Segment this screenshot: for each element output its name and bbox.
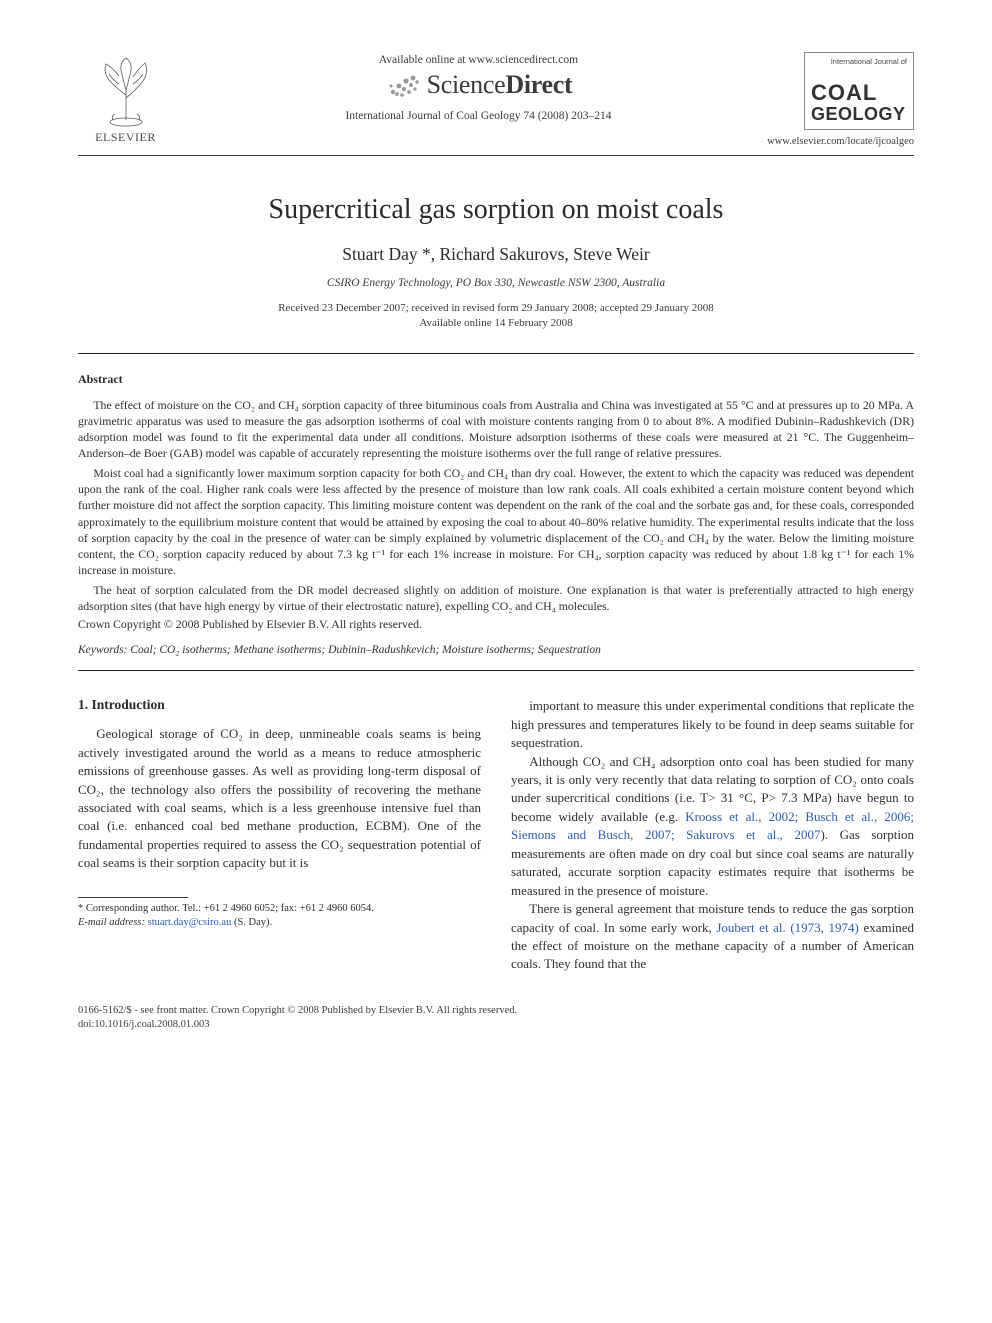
history-online: Available online 14 February 2008 (419, 317, 572, 329)
footnote-email-name: (S. Day). (234, 917, 272, 928)
sciencedirect-wordmark: ScienceDirect (427, 70, 573, 100)
footnote-rule (78, 897, 188, 898)
intro-p1-left: Geological storage of CO₂ in deep, unmin… (78, 725, 481, 873)
section-1-heading: 1. Introduction (78, 697, 481, 713)
sciencedirect-logo: ScienceDirect (385, 70, 573, 100)
publisher-name: ELSEVIER (95, 130, 156, 145)
history-received: Received 23 December 2007; received in r… (278, 302, 714, 314)
abstract-p2: Moist coal had a significantly lower max… (78, 465, 914, 579)
page-footer: 0166-5162/$ - see front matter. Crown Co… (78, 1004, 914, 1032)
article-history: Received 23 December 2007; received in r… (78, 301, 914, 331)
journal-reference: International Journal of Coal Geology 74… (345, 110, 611, 122)
footer-doi: doi:10.1016/j.coal.2008.01.003 (78, 1018, 914, 1032)
abstract-bottom-rule (78, 670, 914, 671)
header-rule (78, 155, 914, 156)
keywords-text: Coal; CO₂ isotherms; Methane isotherms; … (130, 644, 601, 656)
footnote-email-label: E-mail address: (78, 917, 145, 928)
intro-p3: There is general agreement that moisture… (511, 900, 914, 974)
intro-p1-right: important to measure this under experime… (511, 697, 914, 752)
sd-burst-icon (385, 70, 421, 100)
intro-p2: Although CO₂ and CH₄ adsorption onto coa… (511, 753, 914, 901)
keywords-line: Keywords: Coal; CO₂ isotherms; Methane i… (78, 644, 914, 656)
keywords-label: Keywords: (78, 644, 127, 656)
abstract-top-rule (78, 353, 914, 354)
right-column: important to measure this under experime… (511, 697, 914, 974)
footnote-corr: * Corresponding author. Tel.: +61 2 4960… (78, 902, 481, 916)
journal-cover-geology: GEOLOGY (811, 104, 907, 125)
affiliation: CSIRO Energy Technology, PO Box 330, New… (78, 277, 914, 289)
abstract-p1: The effect of moisture on the CO₂ and CH… (78, 397, 914, 462)
authors-line: Stuart Day *, Richard Sakurovs, Steve We… (78, 244, 914, 265)
journal-cover-intl: International Journal of (811, 57, 907, 66)
elsevier-tree-icon (91, 50, 161, 128)
journal-locate-url: www.elsevier.com/locate/ijcoalgeo (767, 136, 914, 147)
abstract-p3: The heat of sorption calculated from the… (78, 582, 914, 615)
citation-joubert[interactable]: Joubert et al. (1973, 1974) (716, 920, 859, 935)
publisher-logo: ELSEVIER (78, 50, 173, 145)
journal-cover-coal: COAL (811, 83, 907, 104)
available-online-text: Available online at www.sciencedirect.co… (379, 54, 578, 66)
abstract-label: Abstract (78, 372, 914, 387)
left-column: 1. Introduction Geological storage of CO… (78, 697, 481, 974)
corresponding-author-footnote: * Corresponding author. Tel.: +61 2 4960… (78, 902, 481, 930)
article-title: Supercritical gas sorption on moist coal… (78, 194, 914, 226)
abstract-copyright: Crown Copyright © 2008 Published by Else… (78, 617, 914, 632)
footnote-email-link[interactable]: stuart.day@csiro.au (148, 917, 232, 928)
footer-front-matter: 0166-5162/$ - see front matter. Crown Co… (78, 1004, 914, 1018)
journal-cover-thumbnail: International Journal of COAL GEOLOGY (804, 52, 914, 130)
abstract-block: The effect of moisture on the CO₂ and CH… (78, 397, 914, 632)
